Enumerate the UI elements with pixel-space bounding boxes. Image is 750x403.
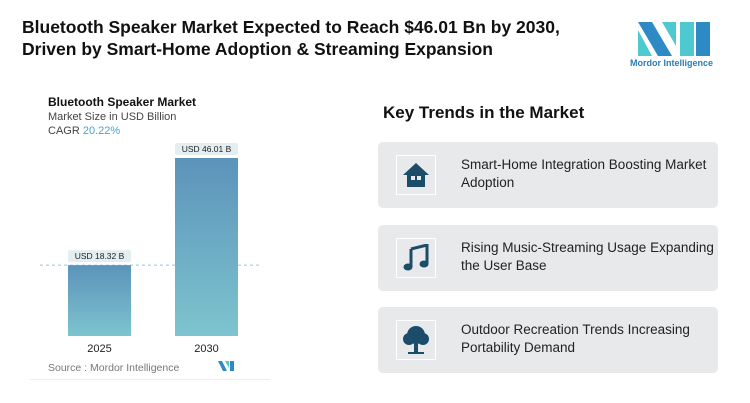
data-label-box: [175, 143, 238, 155]
trend-text: Rising Music-Streaming Usage Expanding t…: [461, 239, 714, 273]
trend-text: Smart-Home Integration Boosting Market A…: [461, 157, 707, 190]
data-label: USD 18.32 B: [75, 251, 125, 261]
chart-title: Bluetooth Speaker Market: [48, 95, 197, 109]
mini-logo-icon: [218, 361, 234, 371]
trends-heading: Key Trends in the Market: [383, 103, 585, 122]
data-label-box: [68, 250, 131, 263]
x-tick-label: 2030: [194, 343, 218, 355]
cagr-label: CAGR: [48, 125, 80, 137]
music-note-icon: [396, 237, 436, 278]
trend-card: Smart-Home Integration Boosting Market A…: [378, 142, 718, 208]
chart-subtitle: Market Size in USD Billion: [48, 111, 177, 123]
tree-icon: [396, 320, 436, 360]
chart-source: Source : Mordor Intelligence: [48, 362, 180, 374]
bar-2025: [68, 265, 131, 336]
logo-text: Mordor Intelligence: [630, 58, 714, 68]
mordor-logo: Mordor Intelligence: [630, 22, 720, 68]
cagr-value: 20.22%: [82, 125, 121, 137]
house-icon: [396, 155, 436, 195]
bar-chart: USD 18.32 B 2025 USD 46.01 B 2030: [40, 143, 262, 371]
trend-text: Outdoor Recreation Trends Increasing Por…: [461, 322, 690, 355]
x-tick-label: 2025: [87, 343, 111, 355]
data-label: USD 46.01 B: [182, 144, 232, 154]
chart-panel: Bluetooth Speaker Market Market Size in …: [30, 85, 270, 380]
bar-2030: [175, 158, 238, 336]
trend-card: Rising Music-Streaming Usage Expanding t…: [378, 224, 718, 291]
trend-card: Outdoor Recreation Trends Increasing Por…: [378, 307, 718, 373]
page-title: Bluetooth Speaker Market Expected to Rea…: [22, 17, 560, 59]
